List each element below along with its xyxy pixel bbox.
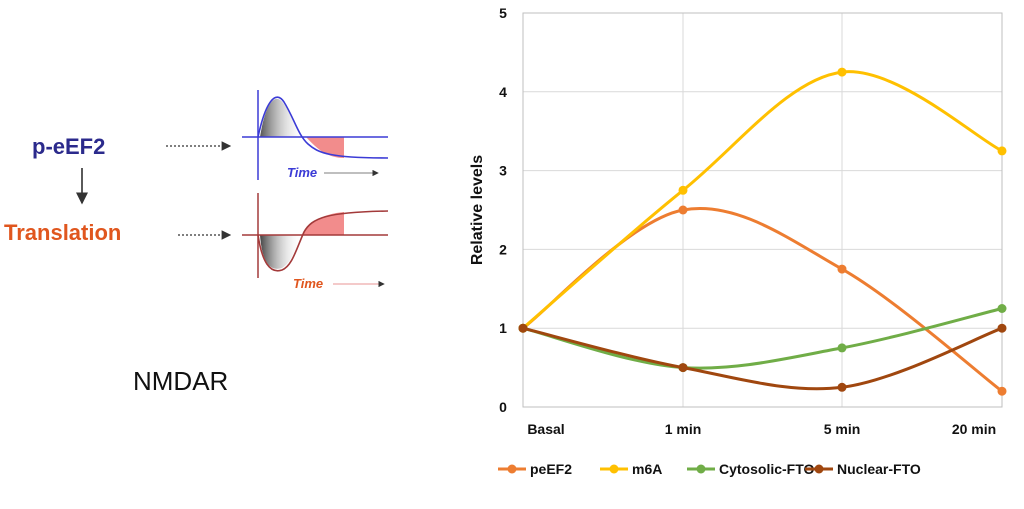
legend-label: Nuclear-FTO	[837, 461, 921, 477]
legend-label: peEF2	[530, 461, 572, 477]
legend-swatch-marker	[696, 464, 706, 474]
legend-item-peef2: peEF2	[498, 461, 572, 477]
dip-shading	[260, 235, 302, 269]
bottom-curve	[257, 210, 389, 272]
schematic-panel: p-eEF2 Translation Time Time NMDAR	[4, 90, 389, 396]
y-tick-label: 2	[499, 241, 507, 257]
translation-label: Translation	[4, 220, 121, 245]
time-label-bottom: Time	[293, 276, 323, 291]
data-point-cytosolic-fto	[837, 343, 847, 353]
data-point-m6a	[837, 67, 847, 77]
data-point-m6a	[678, 185, 688, 195]
y-tick-label: 3	[499, 163, 507, 179]
peef2-time-course-graph: Time	[242, 90, 389, 180]
series-nuclear-fto	[518, 323, 1007, 392]
data-point-nuclear-fto	[997, 323, 1007, 333]
series-line-nuclear-fto	[522, 326, 1003, 391]
x-tick-label: 20 min	[952, 421, 996, 437]
series-line-cytosolic-fto	[522, 307, 1003, 370]
legend-item-m6a: m6A	[600, 461, 662, 477]
x-axis-ticks: Basal 1 min 5 min 20 min	[527, 421, 996, 437]
legend-item-cytosolic-fto: Cytosolic-FTO	[687, 461, 815, 477]
peef2-label: p-eEF2	[32, 134, 105, 159]
data-point-nuclear-fto	[678, 363, 688, 373]
y-tick-label: 1	[499, 320, 507, 336]
data-point-peef2	[678, 205, 688, 215]
trough-shading	[306, 137, 344, 158]
legend-swatch-marker	[609, 464, 619, 474]
series-peef2	[518, 205, 1007, 396]
time-label-top: Time	[287, 165, 317, 180]
legend-label: m6A	[632, 461, 662, 477]
series-layer	[518, 67, 1007, 396]
top-curve	[257, 96, 389, 159]
legend-item-nuclear-fto: Nuclear-FTO	[805, 461, 921, 477]
peak-shading	[260, 98, 306, 137]
y-tick-label: 5	[499, 5, 507, 21]
legend-swatch-marker	[507, 464, 517, 474]
rise-shading	[302, 212, 344, 235]
data-point-peef2	[997, 386, 1007, 396]
series-line-m6a	[522, 70, 1003, 330]
data-point-cytosolic-fto	[997, 304, 1007, 313]
data-point-nuclear-fto	[837, 382, 847, 392]
line-chart: 0 1 2 3 4 5 Basal 1 min 5 min 20 min Relative le…	[469, 5, 1007, 477]
translation-time-course-graph: Time	[242, 193, 389, 291]
x-tick-label: 1 min	[665, 421, 702, 437]
data-point-nuclear-fto	[518, 323, 528, 333]
plot-frame	[522, 12, 1003, 408]
x-tick-label: Basal	[527, 421, 564, 437]
y-axis-ticks: 0 1 2 3 4 5	[499, 5, 507, 415]
data-point-peef2	[837, 264, 847, 274]
y-tick-label: 4	[499, 84, 507, 100]
legend-label: Cytosolic-FTO	[719, 461, 815, 477]
nmdar-caption: NMDAR	[133, 366, 228, 396]
series-m6a	[518, 67, 1007, 333]
series-cytosolic-fto	[518, 304, 1007, 373]
y-axis-title: Relative levels	[469, 155, 486, 265]
y-tick-label: 0	[499, 399, 507, 415]
x-tick-label: 5 min	[824, 421, 861, 437]
legend-swatch-marker	[814, 464, 824, 474]
data-point-m6a	[997, 146, 1007, 156]
chart-legend: peEF2 m6A Cytosolic-FTO Nuclear-FTO	[498, 461, 921, 477]
